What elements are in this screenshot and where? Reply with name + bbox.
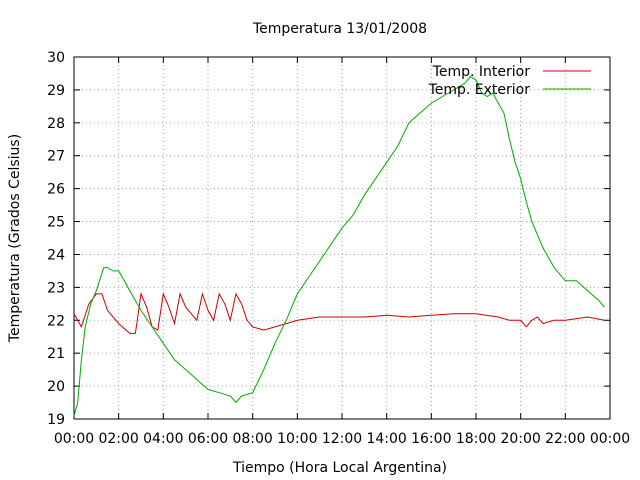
y-axis: 19 20 21 22 23 24 25 26 27 28 29 30	[47, 50, 610, 428]
y-tick-label: 21	[47, 346, 65, 362]
y-tick-label: 25	[47, 215, 65, 231]
y-tick-label: 24	[47, 247, 65, 263]
y-tick-label: 27	[47, 149, 65, 165]
x-tick-label: 10:00	[277, 431, 317, 447]
x-axis: 00:00 02:00 04:00 06:00 08:00 10:00 12:00 14:00…	[54, 57, 630, 447]
grid	[74, 57, 610, 419]
x-tick-label: 12:00	[322, 431, 362, 447]
legend: Temp. Interior Temp. Exterior	[428, 64, 591, 98]
series-group	[73, 76, 605, 416]
x-tick-label: 16:00	[411, 431, 451, 447]
x-tick-label: 00:00	[54, 431, 94, 447]
x-tick-label: 06:00	[188, 431, 228, 447]
x-tick-label: 04:00	[143, 431, 183, 447]
series-line-interior	[73, 292, 605, 334]
x-tick-label: 22:00	[545, 431, 585, 447]
x-axis-label: Tiempo (Hora Local Argentina)	[232, 460, 447, 476]
x-tick-label: 20:00	[500, 431, 540, 447]
y-tick-label: 26	[47, 182, 65, 198]
y-tick-label: 20	[47, 379, 65, 395]
series-line-exterior	[73, 76, 605, 416]
y-tick-label: 28	[47, 116, 65, 132]
x-tick-label: 14:00	[366, 431, 406, 447]
x-tick-label: 02:00	[98, 431, 138, 447]
legend-label-interior: Temp. Interior	[432, 64, 531, 80]
y-axis-label: Temperatura (Grados Celsius)	[7, 134, 23, 343]
y-tick-label: 30	[47, 50, 65, 66]
x-tick-label: 00:00	[590, 431, 630, 447]
y-tick-label: 29	[47, 83, 65, 99]
x-tick-label: 18:00	[456, 431, 496, 447]
y-tick-label: 22	[47, 313, 65, 329]
x-tick-label: 08:00	[232, 431, 272, 447]
y-tick-label: 23	[47, 280, 65, 296]
chart-title: Temperatura 13/01/2008	[252, 21, 427, 37]
legend-label-exterior: Temp. Exterior	[428, 82, 531, 98]
y-tick-label: 19	[47, 412, 65, 428]
